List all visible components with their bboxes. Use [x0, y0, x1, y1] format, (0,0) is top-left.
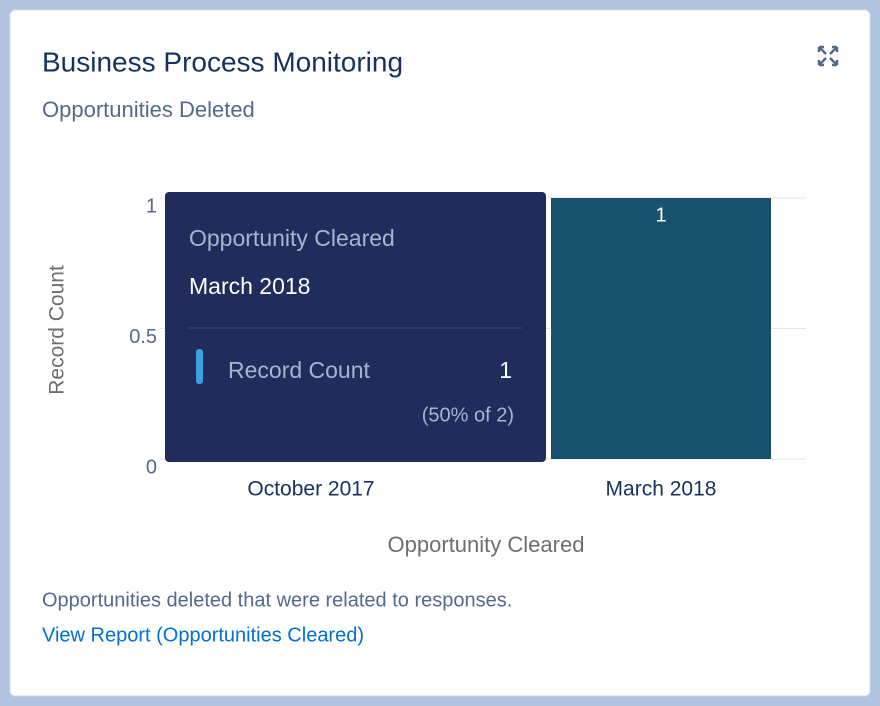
tooltip-title: Opportunity Cleared: [189, 225, 395, 251]
bar: [551, 198, 771, 459]
x-tick-label: October 2017: [247, 478, 374, 501]
tooltip-box: [165, 192, 546, 462]
tooltip-swatch: [196, 349, 203, 384]
x-tick-label: March 2018: [606, 478, 717, 501]
tooltip: Opportunity Cleared March 2018 Record Co…: [165, 192, 546, 462]
title: Business Process Monitoring: [42, 46, 403, 77]
y-tick-label: 0.5: [129, 326, 157, 348]
tooltip-value: 1: [499, 357, 512, 383]
tooltip-category: March 2018: [189, 273, 310, 299]
expand-hit[interactable]: [814, 42, 842, 70]
expand-icon[interactable]: [817, 45, 839, 67]
data-label: 1: [655, 204, 666, 226]
y-tick-label: 1: [146, 195, 157, 217]
y-tick-label: 0: [146, 456, 157, 478]
description: Opportunities deleted that were related …: [42, 589, 512, 611]
expand-button[interactable]: [814, 42, 842, 70]
tooltip-series: Record Count: [228, 357, 371, 383]
subtitle: Opportunities Deleted: [42, 97, 255, 122]
report-link[interactable]: View Report (Opportunities Cleared): [42, 624, 364, 646]
x-axis-label: Opportunity Cleared: [388, 532, 585, 557]
tooltip-share: (50% of 2): [422, 404, 514, 426]
y-axis-label: Record Count: [46, 265, 69, 395]
